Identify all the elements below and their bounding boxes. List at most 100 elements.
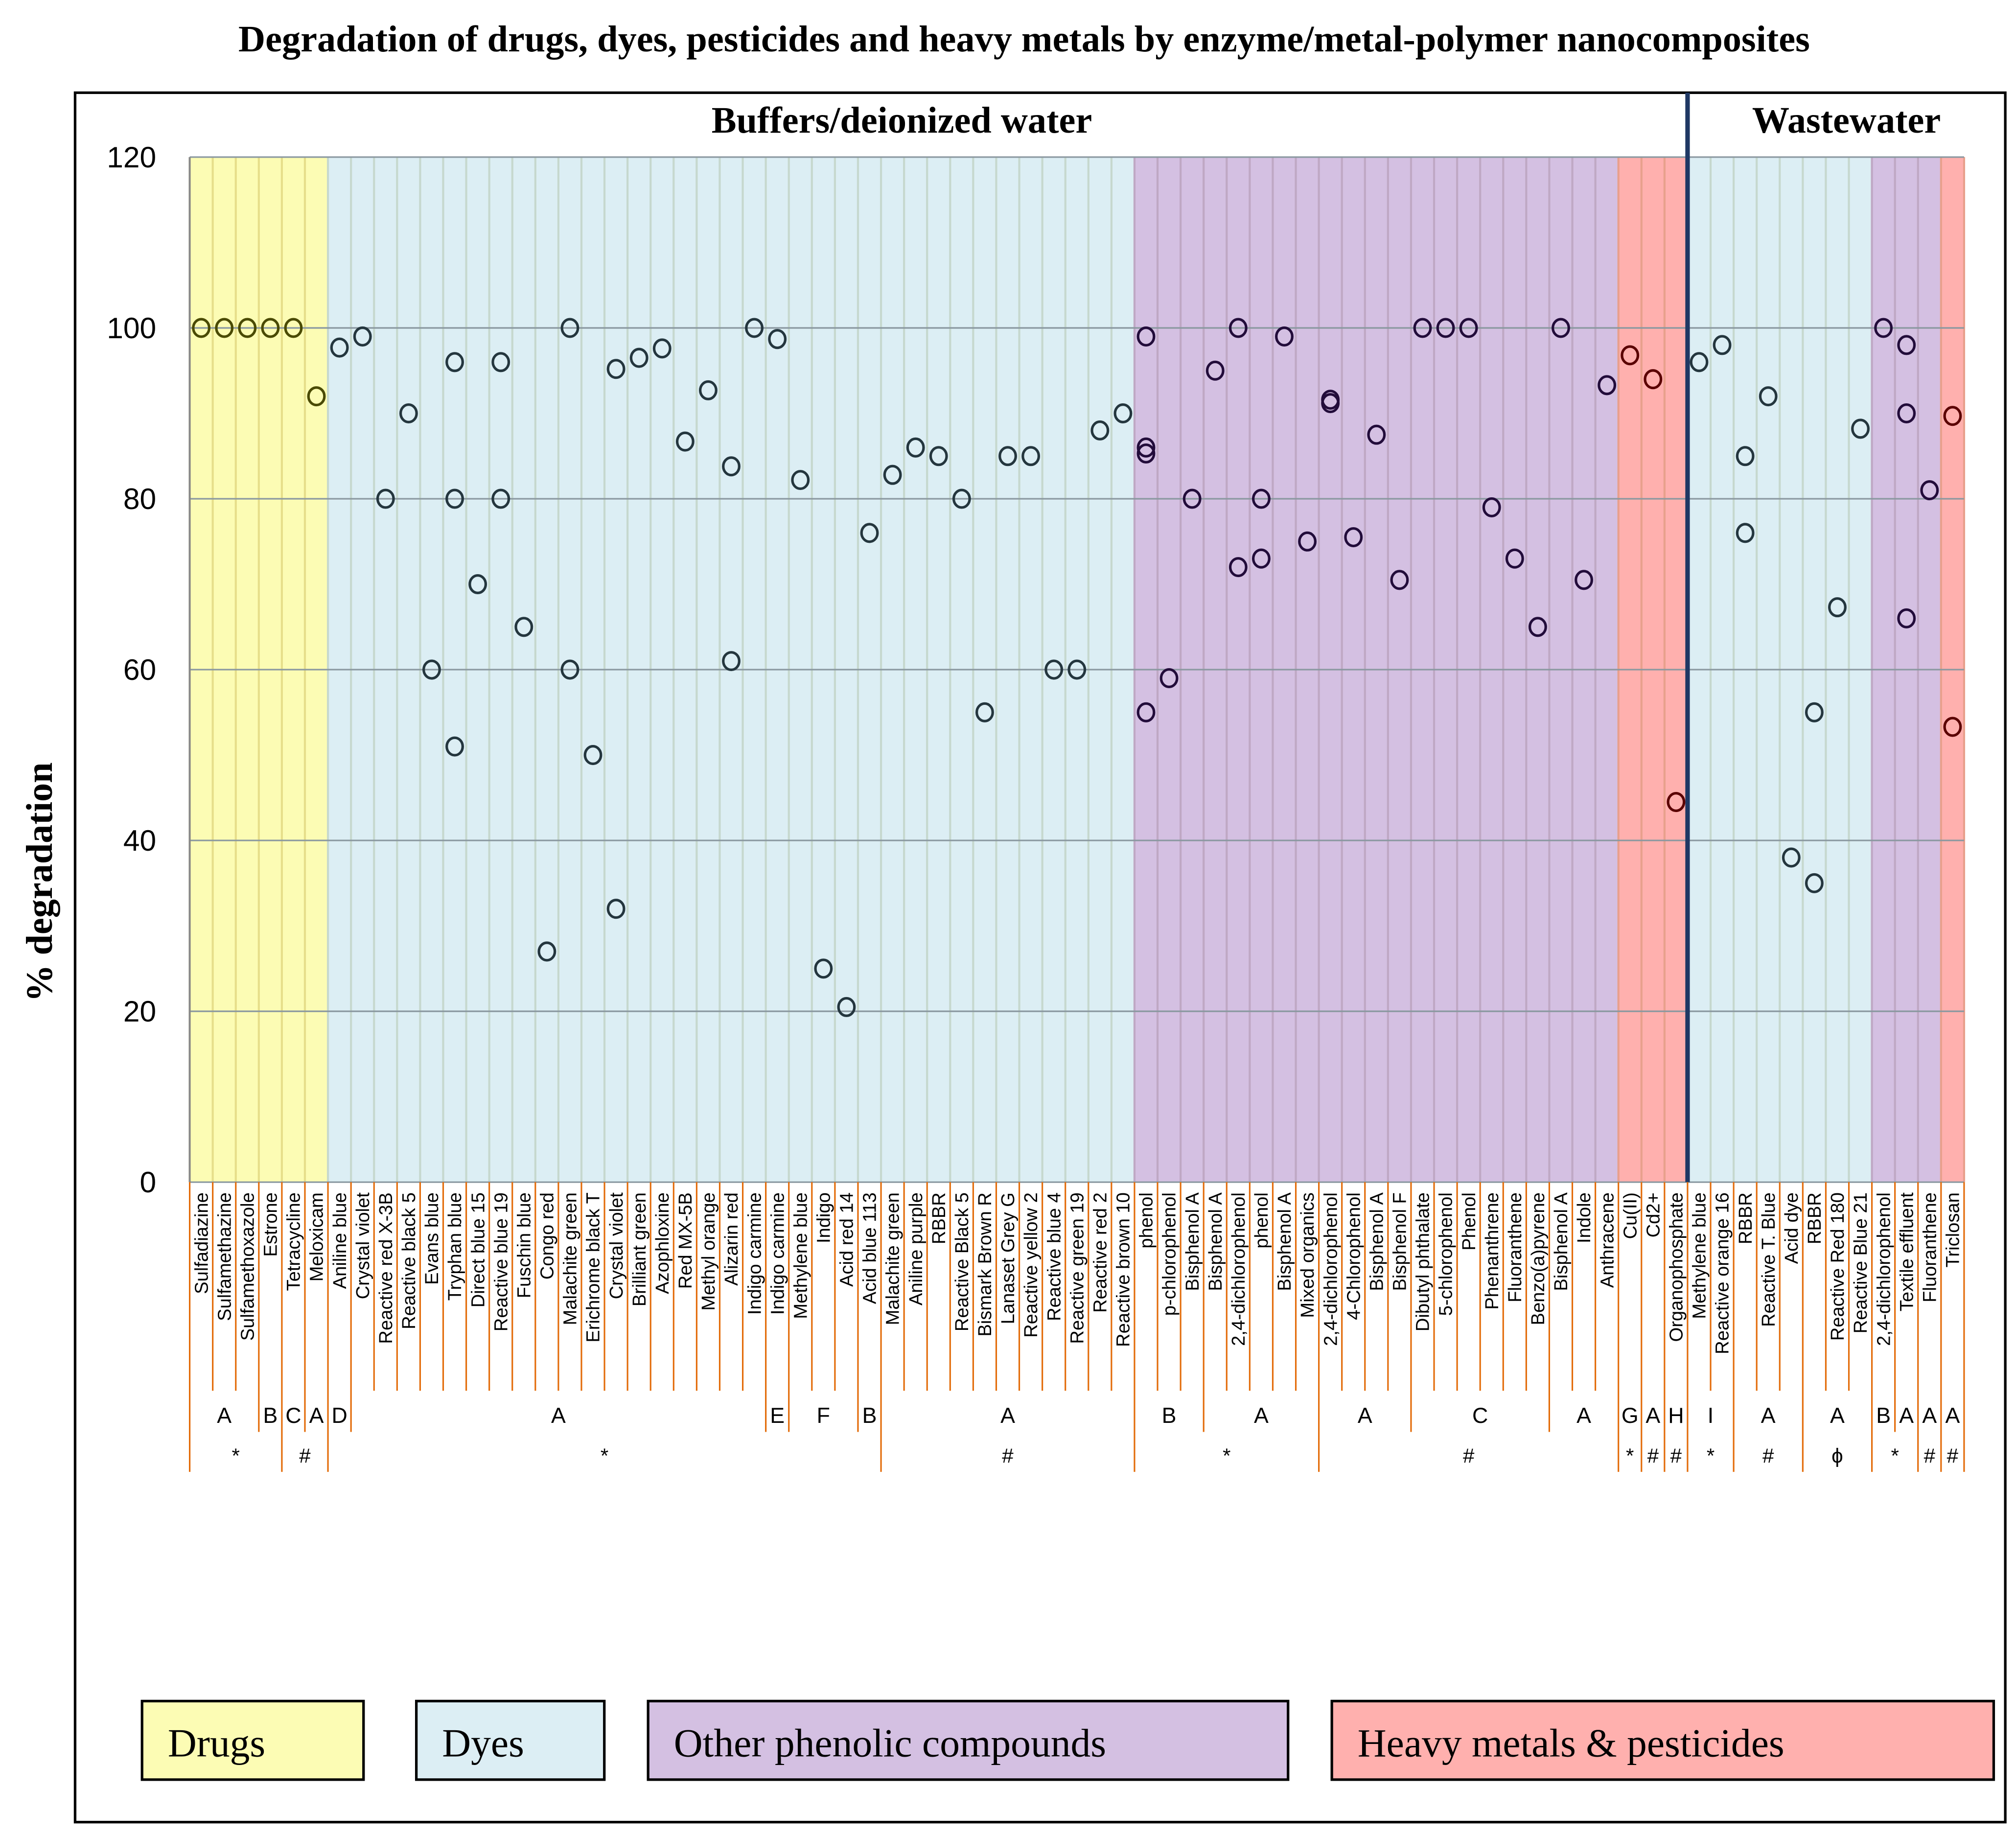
x-tick-label: Reactive black 5 [398, 1192, 419, 1329]
x-tick-label: Lanaset Grey G [997, 1192, 1019, 1324]
x-tick-label: Reactive Black 5 [951, 1192, 973, 1331]
annotation-letter: G [1622, 1404, 1639, 1428]
y-tick-label: 40 [123, 824, 156, 857]
data-point-39-0 [1090, 420, 1110, 441]
plot-area: 0 20 40 60 80 100 120 Buffers/deionized water Wa… [107, 93, 1995, 1781]
x-tick-label: Bisphenol A [1366, 1192, 1387, 1291]
data-point-64-0 [1667, 792, 1686, 813]
data-point-13-1 [491, 488, 510, 509]
data-point-12-0 [468, 574, 487, 595]
annotation-letter: B [263, 1404, 278, 1428]
data-point-2-0 [238, 318, 257, 338]
data-point-46-0 [1251, 488, 1271, 509]
x-tick-label: Evans blue [421, 1192, 442, 1285]
annotation-letter: A [1830, 1404, 1845, 1428]
x-tick-label: Cd2+ [1643, 1192, 1664, 1237]
data-point-41-0 [1136, 326, 1156, 347]
data-point-42-0 [1159, 668, 1179, 689]
annotation-symbol: # [1463, 1444, 1475, 1467]
data-point-14-0 [514, 617, 533, 637]
x-tick-label: RBBR [1804, 1192, 1825, 1244]
data-point-11-0 [445, 352, 464, 372]
data-point-33-0 [952, 488, 971, 509]
x-tick-label: Phenol [1459, 1192, 1480, 1251]
data-point-51-0 [1367, 424, 1386, 445]
legend-swatch [415, 1699, 606, 1781]
chart-title: Degradation of drugs, dyes, pesticides a… [238, 18, 1810, 60]
data-point-52-0 [1390, 570, 1409, 590]
x-tick-label: Reactive red X-3B [375, 1192, 396, 1344]
data-point-21-0 [675, 431, 695, 452]
data-point-18-1 [606, 899, 626, 919]
x-tick-label: Acid blue 113 [859, 1192, 881, 1304]
x-tick-label: Malachite green [882, 1192, 904, 1325]
data-point-68-0 [1759, 386, 1778, 407]
x-tick-label: Reactive T. Blue [1758, 1192, 1779, 1327]
x-tick-label: 2,4-dichlorophenol [1320, 1192, 1341, 1346]
data-point-65-0 [1690, 352, 1709, 372]
x-tick-label: Crystal violet [352, 1192, 373, 1300]
x-tick-label: Methylene blue [1689, 1192, 1710, 1319]
y-tick-label: 20 [123, 995, 156, 1028]
annotation-letter: B [1162, 1404, 1177, 1428]
data-point-56-0 [1482, 497, 1501, 517]
data-point-59-0 [1552, 318, 1570, 338]
x-tick-label: Bisphenol A [1182, 1192, 1203, 1291]
annotation-letter: F [817, 1404, 830, 1428]
data-point-67-1 [1736, 523, 1755, 543]
x-tick-label: Bisphenol A [1551, 1192, 1572, 1291]
annotation-letter: B [1876, 1404, 1891, 1428]
data-point-47-0 [1275, 326, 1294, 347]
annotation-letter: A [551, 1404, 566, 1428]
annotation-letter: A [1899, 1404, 1914, 1428]
x-tick-label: Acid red 14 [836, 1192, 857, 1287]
data-point-74-0 [1897, 335, 1916, 355]
x-tick-label: Red MX-5B [675, 1192, 696, 1289]
x-tick-label: RBBR [928, 1192, 950, 1244]
annotation-symbol: # [1002, 1444, 1014, 1467]
annotation-symbol: # [1670, 1444, 1682, 1467]
data-point-24-0 [745, 318, 764, 338]
data-point-49-1 [1321, 393, 1340, 414]
x-tick-label: Crystal violet [606, 1192, 627, 1300]
data-point-11-1 [445, 488, 464, 509]
x-tick-label: Methyl orange [698, 1192, 719, 1311]
data-point-30-0 [883, 465, 902, 485]
data-point-16-1 [560, 659, 579, 680]
x-tick-label: Tryphan blue [444, 1192, 465, 1301]
x-tick-label: Brilliant green [629, 1192, 650, 1306]
x-tick-label: Mixed organics [1297, 1192, 1318, 1318]
annotation-symbol: # [299, 1444, 311, 1467]
annotation-letter: A [1576, 1404, 1591, 1428]
data-point-55-0 [1459, 318, 1478, 338]
x-tick-label: Bisphenol A [1205, 1192, 1226, 1291]
legend-label: Heavy metals & pesticides [1358, 1721, 1784, 1765]
data-point-43-0 [1182, 488, 1202, 509]
x-tick-label: Fluoranthene [1919, 1192, 1940, 1302]
x-tick-label: Alizarin red [721, 1192, 742, 1286]
x-tick-label: Reactive Blue 21 [1850, 1192, 1871, 1333]
data-point-1-0 [215, 318, 234, 338]
data-point-54-0 [1436, 318, 1455, 338]
annotation-symbol: ϕ [1831, 1444, 1843, 1467]
x-tick-label: Reactive Red 180 [1827, 1192, 1848, 1341]
annotation-letter: A [1945, 1404, 1960, 1428]
annotation-letter: A [1358, 1404, 1372, 1428]
x-tick-label: Estrone [260, 1192, 281, 1256]
annotation-letter: A [309, 1404, 324, 1428]
y-tick-label: 80 [123, 482, 156, 515]
legend-label: Dyes [442, 1721, 524, 1765]
data-point-73-0 [1874, 318, 1893, 338]
x-tick-label: Anthracene [1597, 1192, 1618, 1288]
legend-label: Other phenolic compounds [674, 1721, 1106, 1765]
data-point-60-0 [1575, 570, 1594, 590]
y-tick-label: 100 [107, 311, 156, 345]
data-point-8-0 [376, 488, 395, 509]
data-point-40-0 [1113, 403, 1133, 424]
annotation-letter: A [1000, 1404, 1015, 1428]
data-point-23-1 [722, 651, 741, 672]
x-tick-label: Acid dye [1781, 1192, 1802, 1264]
data-point-17-0 [583, 745, 602, 766]
data-point-71-0 [1828, 597, 1847, 618]
legend-label: Drugs [168, 1721, 265, 1765]
